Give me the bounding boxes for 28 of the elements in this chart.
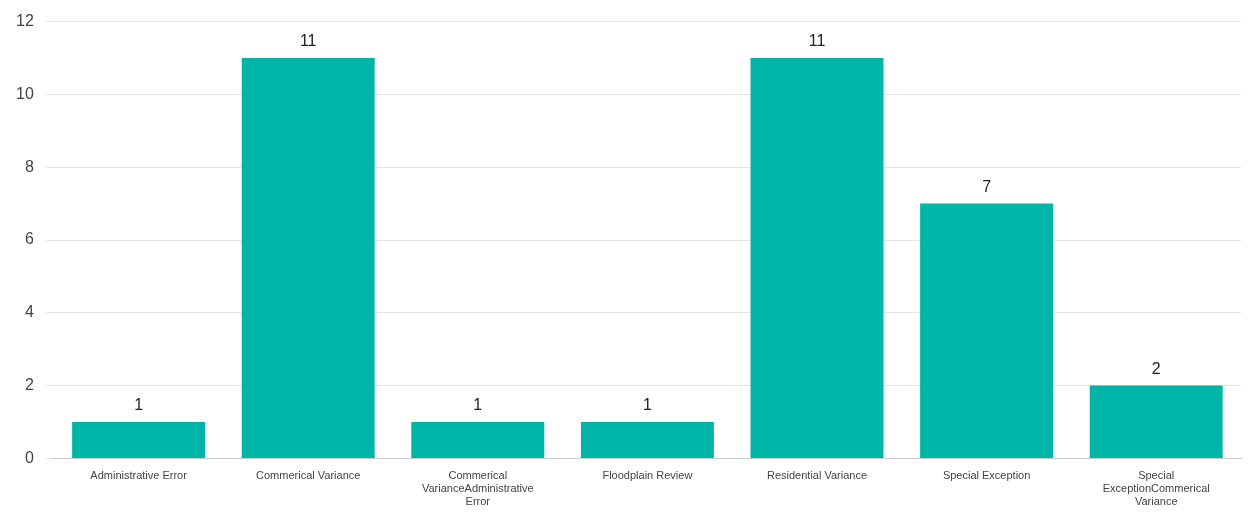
y-tick-label: 2 (24, 376, 34, 394)
data-label: 1 (473, 396, 483, 414)
x-tick-label: Commerical VarianceAdministrative Error (421, 469, 534, 508)
data-label: 11 (808, 32, 826, 50)
bar (72, 422, 206, 458)
y-tick-label: 10 (16, 84, 34, 102)
y-tick-label: 4 (24, 303, 34, 321)
data-label: 7 (982, 178, 992, 196)
y-tick-label: 12 (16, 12, 34, 30)
x-tick-label: Special Exception (942, 469, 1031, 482)
bar (1089, 385, 1223, 458)
data-label: 11 (299, 32, 317, 50)
data-label: 1 (642, 396, 652, 414)
bar (411, 422, 545, 458)
data-label: 1 (134, 396, 144, 414)
bar (241, 58, 375, 458)
x-tick-label: Commerical Variance (256, 469, 361, 482)
bar (580, 422, 714, 458)
y-tick-label: 0 (24, 448, 34, 466)
y-tick-label: 6 (24, 230, 34, 248)
x-tick-label: Administrative Error (90, 469, 188, 482)
x-tick-label: Special ExceptionCommerical Variance (1102, 469, 1210, 508)
data-label: 2 (1151, 360, 1161, 378)
bar (750, 58, 884, 458)
y-tick-label: 8 (24, 157, 34, 175)
bar (920, 203, 1054, 458)
x-tick-label: Residential Variance (766, 469, 868, 482)
x-tick-label: Floodplain Review (602, 469, 693, 482)
